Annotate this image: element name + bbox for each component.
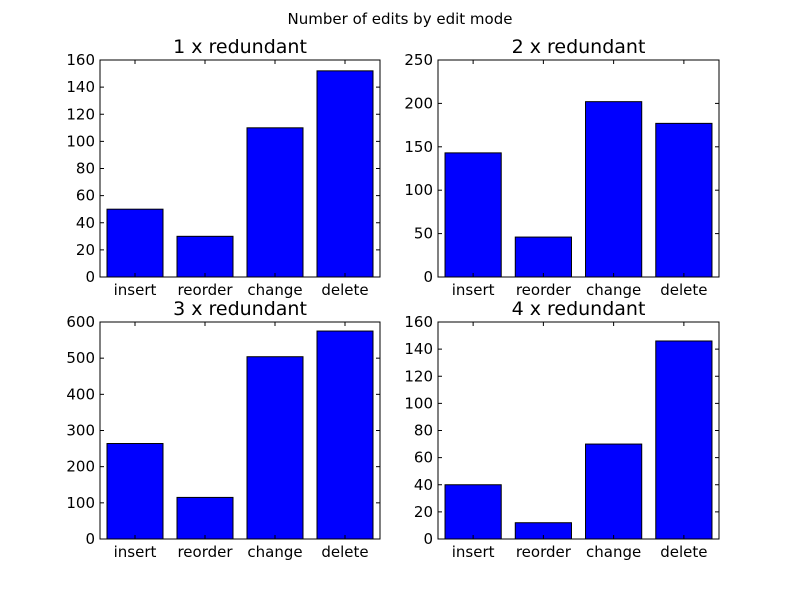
x-tick-label: delete	[660, 543, 707, 561]
bar-delete	[655, 340, 713, 540]
x-tick-label: insert	[452, 281, 495, 299]
y-tick-label: 250	[404, 51, 433, 69]
y-tick-label: 500	[66, 349, 95, 367]
x-tick-label: insert	[452, 543, 495, 561]
y-tick-label: 300	[66, 422, 95, 440]
subplot-title: 4 x redundant	[512, 298, 646, 320]
bar-delete	[316, 330, 374, 540]
y-tick-label: 100	[66, 494, 95, 512]
y-tick-label: 400	[66, 385, 95, 403]
x-tick-label: reorder	[516, 543, 572, 561]
bar-delete	[655, 122, 713, 278]
subplot-title: 1 x redundant	[173, 36, 307, 58]
bar-insert	[106, 208, 164, 278]
y-tick-label: 100	[404, 394, 433, 412]
y-tick-label: 0	[85, 268, 95, 286]
x-tick-label: reorder	[177, 281, 233, 299]
y-tick-label: 140	[404, 340, 433, 358]
subplot-title: 2 x redundant	[512, 36, 646, 58]
axes-frame	[437, 321, 720, 540]
axes-frame	[437, 59, 720, 278]
y-tick-label: 60	[76, 187, 95, 205]
subplot-1x-redundant: 1 x redundant insert reorder change delete 0 2…	[66, 36, 381, 299]
bar-change	[585, 101, 643, 278]
y-tick-label: 40	[76, 214, 95, 232]
y-tick-label: 40	[414, 476, 433, 494]
y-tick-label: 20	[414, 503, 433, 521]
y-tick-label: 200	[66, 458, 95, 476]
bar-insert	[444, 152, 502, 278]
y-tick-label: 0	[85, 530, 95, 548]
subplot-title: 3 x redundant	[173, 298, 307, 320]
figure-title: Number of edits by edit mode	[288, 10, 513, 28]
x-tick-label: change	[247, 281, 302, 299]
x-tick-label: insert	[114, 281, 157, 299]
y-tick-label: 120	[404, 367, 433, 385]
y-tick-label: 150	[404, 138, 433, 156]
x-tick-label: reorder	[516, 281, 572, 299]
bar-reorder	[176, 235, 234, 278]
y-tick-label: 160	[404, 313, 433, 331]
subplot-2x-redundant: 2 x redundant insert reorder change delete 0 5…	[404, 36, 720, 299]
x-tick-label: insert	[114, 543, 157, 561]
y-tick-label: 120	[66, 105, 95, 123]
y-tick-label: 0	[423, 530, 433, 548]
x-tick-label: delete	[660, 281, 707, 299]
subplot-3x-redundant: 3 x redundant insert reorder change delete 0 1…	[66, 298, 381, 561]
bar-reorder	[176, 496, 234, 540]
x-tick-label: delete	[321, 543, 368, 561]
x-tick-label: reorder	[177, 543, 233, 561]
bar-change	[246, 356, 304, 540]
y-tick-label: 200	[404, 94, 433, 112]
x-tick-label: change	[586, 281, 641, 299]
x-tick-label: change	[586, 543, 641, 561]
bar-insert	[106, 443, 164, 540]
y-tick-label: 160	[66, 51, 95, 69]
y-tick-label: 80	[76, 160, 95, 178]
y-tick-label: 20	[76, 241, 95, 259]
y-tick-label: 60	[414, 449, 433, 467]
bar-change	[585, 443, 643, 540]
x-tick-label: delete	[321, 281, 368, 299]
y-tick-label: 100	[66, 132, 95, 150]
bar-reorder	[514, 236, 572, 278]
axes-frame	[99, 321, 381, 540]
x-tick-label: change	[247, 543, 302, 561]
y-tick-label: 80	[414, 422, 433, 440]
y-tick-label: 0	[423, 268, 433, 286]
y-tick-label: 600	[66, 313, 95, 331]
y-tick-label: 50	[414, 225, 433, 243]
bar-delete	[316, 70, 374, 278]
y-tick-label: 100	[404, 181, 433, 199]
axes-frame	[99, 59, 381, 278]
subplot-4x-redundant: 4 x redundant insert reorder change delete 0 2…	[404, 298, 720, 561]
bar-change	[246, 127, 304, 278]
y-tick-label: 140	[66, 78, 95, 96]
bar-insert	[444, 484, 502, 540]
